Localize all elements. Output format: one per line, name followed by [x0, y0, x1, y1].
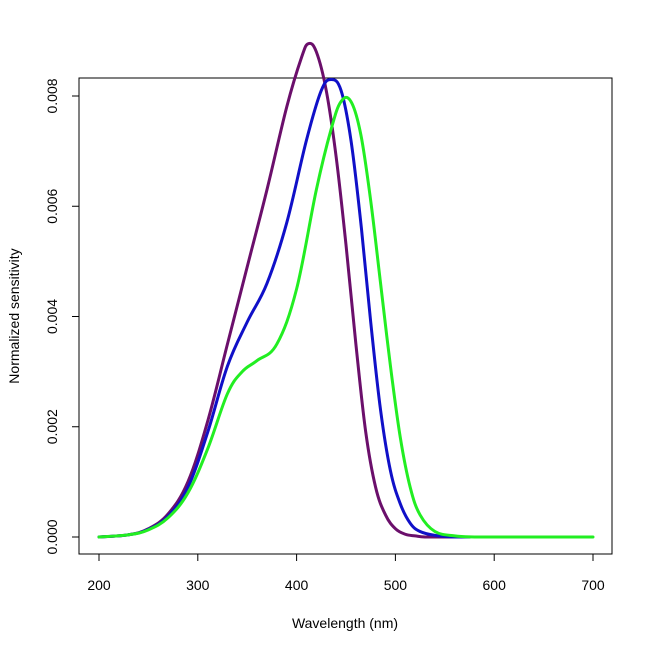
x-tick-label: 700 [581, 577, 605, 593]
x-tick-label: 200 [87, 577, 111, 593]
y-tick-label: 0.002 [44, 409, 60, 444]
x-axis: 200 300 400 500 600 700 [87, 553, 605, 593]
y-tick-label: 0.004 [44, 299, 60, 334]
y-tick-label: 0.000 [44, 519, 60, 554]
y-tick-label: 0.006 [44, 189, 60, 224]
series-line-2 [97, 95, 595, 539]
x-tick-label: 600 [483, 577, 507, 593]
x-axis-title: Wavelength (nm) [292, 615, 398, 631]
plot-box [78, 77, 613, 555]
series-line-0 [97, 41, 471, 539]
x-tick-label: 500 [384, 577, 408, 593]
y-axis-title: Normalized sensitivity [6, 248, 22, 383]
series-line-1 [97, 77, 471, 539]
y-tick-label: 0.008 [44, 78, 60, 113]
x-tick-label: 300 [186, 577, 210, 593]
series-layer [97, 41, 595, 539]
x-tick-label: 400 [285, 577, 309, 593]
y-axis: 0.000 0.002 0.004 0.006 0.008 [44, 78, 80, 555]
